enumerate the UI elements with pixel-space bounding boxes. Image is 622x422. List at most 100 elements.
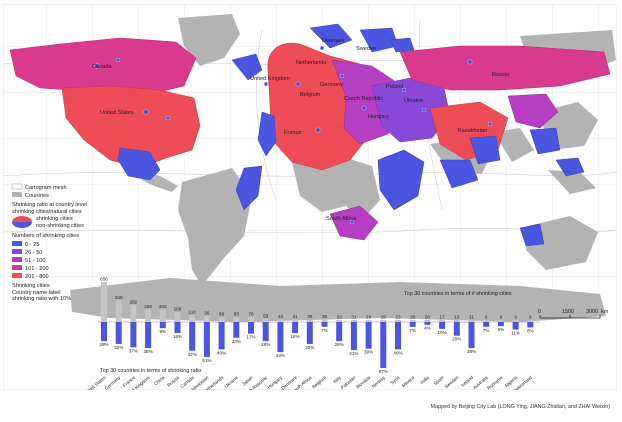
bar-shrinking-ratio <box>483 322 490 327</box>
region-blue-11 <box>309 23 353 49</box>
region-blue-8 <box>555 157 585 177</box>
bar-shrinking-count <box>189 314 196 322</box>
bar-shrinking-count <box>130 304 137 322</box>
legend-number-classes: 0 - 25 26 - 50 51 - 100 101 - 200 201 - 800 <box>12 241 49 280</box>
bar-count-label: 282 <box>130 299 138 304</box>
bar-ratio-label: 7% <box>483 328 490 333</box>
legend-mesh-label: Cartogram mesh <box>25 185 67 191</box>
bar-count-label: 13 <box>454 315 460 320</box>
shrinking-city-dots <box>94 45 493 225</box>
bar-shrinking-ratio <box>336 322 343 342</box>
bar-count-label: 33 <box>337 314 343 319</box>
bar-shrinking-count <box>424 320 431 322</box>
region-north-america-south <box>61 85 201 169</box>
bar-count-label: 41 <box>293 314 299 319</box>
bar-ratio-label: 38% <box>467 349 476 354</box>
legend-class-label: 51 - 100 <box>25 258 46 264</box>
region-blue-4 <box>377 149 425 211</box>
bar-count-label: 25 <box>381 315 387 320</box>
category-label: Syria <box>389 375 401 386</box>
label-poland: Poland <box>386 84 403 90</box>
bar-shrinking-count <box>292 319 299 322</box>
bar-shrinking-count <box>174 312 181 322</box>
bar-ratio-label: 16% <box>173 334 182 339</box>
bar-shrinking-ratio <box>262 322 269 342</box>
legend-ratio-non-shrinking: non-shrinking cities <box>36 223 84 229</box>
legend: Cartogram mesh Countries Shrinking ratio… <box>11 183 87 302</box>
bar-shrinking-count <box>336 319 343 322</box>
bar-ratio-label: 39% <box>364 350 373 355</box>
bar-ratio-label: 16% <box>290 334 299 339</box>
legend-class-swatch <box>12 257 22 262</box>
bar-shrinking-ratio <box>512 322 519 330</box>
bar-shrinking-count <box>115 300 122 322</box>
bar-shrinking-ratio <box>453 322 460 336</box>
bar-count-label: 160 <box>174 307 182 312</box>
label-canada: Canada <box>92 64 112 70</box>
south-asia <box>494 128 534 162</box>
bar-ratio-label: 4% <box>424 326 431 331</box>
cartogram-panel: Canada United States Denmark Sweden Neth… <box>3 4 617 390</box>
bar-count-label: 53 <box>263 313 269 318</box>
bar-count-label: 206 <box>159 304 167 309</box>
region-blue-2 <box>231 53 263 81</box>
label-germany: Germany <box>320 82 343 88</box>
bar-shrinking-count <box>453 320 460 322</box>
bar-count-label: 9 <box>514 315 517 320</box>
legend-ratio-subtitle: shrinking cities/natural cities <box>12 209 82 215</box>
region-blue-9 <box>519 223 545 247</box>
bar-ratio-label: 44% <box>276 353 285 358</box>
bar-shrinking-ratio <box>292 322 299 333</box>
bar-ratio-label: 40% <box>393 350 402 355</box>
country-labels: Canada United States Denmark Sweden Neth… <box>92 38 510 222</box>
legend-ratio-title: Shrinking ratio at country level <box>12 202 87 208</box>
label-belgium: Belgium <box>300 92 321 98</box>
bar-shrinking-ratio <box>380 322 387 368</box>
legend-class-swatch <box>12 241 22 246</box>
label-netherlands: Netherlands <box>296 60 326 66</box>
bar-shrinking-count <box>321 319 328 322</box>
bar-ratio-label: 9% <box>159 329 166 334</box>
chart-title: Top 30 countries in terms of # shrinking… <box>404 291 512 297</box>
label-sweden: Sweden <box>356 46 376 52</box>
bar-shrinking-ratio <box>277 322 284 353</box>
africa <box>292 156 380 220</box>
bar-shrinking-count <box>159 309 166 322</box>
bar-shrinking-count <box>306 319 313 322</box>
chart-subtitle: Top 30 countries in terms of shrinking r… <box>100 368 201 374</box>
category-label: Spain <box>433 375 446 387</box>
bar-shrinking-ratio <box>468 322 475 349</box>
bar-ratio-label: 6% <box>498 327 505 332</box>
bar-count-label: 11 <box>469 315 474 320</box>
bar-shrinking-ratio <box>350 322 357 351</box>
bar-count-label: 206 <box>144 304 152 309</box>
label-czech-republic: Czech Republic <box>344 96 383 102</box>
legend-class-swatch <box>12 249 22 254</box>
bar-shrinking-count <box>233 316 240 322</box>
bar-shrinking-count <box>512 320 519 322</box>
bar-ratio-label: 28% <box>99 342 108 347</box>
bar-ratio-label: 11% <box>511 331 520 336</box>
bar-ratio-label: 32% <box>114 345 123 350</box>
bar-shrinking-ratio <box>248 322 254 334</box>
label-russia: Russia <box>492 72 510 78</box>
scale-bar: 0 1500 3000 km <box>538 309 609 319</box>
bar-count-label: 96 <box>204 311 210 316</box>
antarctica <box>70 278 606 322</box>
thematic-countries <box>9 37 611 241</box>
region-blue-3 <box>257 111 277 157</box>
bar-count-label: 9 <box>485 315 488 320</box>
bar-shrinking-ratio <box>365 322 372 349</box>
bar-ratio-label: 51% <box>202 358 211 363</box>
region-blue-6 <box>469 135 501 165</box>
legend-class-swatch <box>12 273 22 278</box>
bar-count-label: 9 <box>500 315 503 320</box>
legend-ratio-bottom-half <box>12 222 32 228</box>
bar-shrinking-count <box>395 320 401 322</box>
bar-shrinking-count <box>439 320 446 322</box>
scale-tick-3000: 3000 <box>586 309 598 315</box>
category-label: China <box>153 375 166 387</box>
region-blue-13 <box>389 37 415 53</box>
bar-shrinking-ratio <box>115 322 122 344</box>
